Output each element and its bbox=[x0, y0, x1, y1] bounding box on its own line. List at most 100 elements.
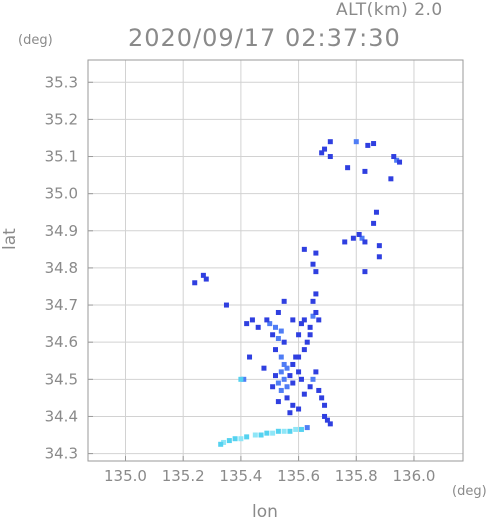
echo-point bbox=[281, 339, 287, 345]
echo-point bbox=[307, 324, 313, 330]
echo-point bbox=[273, 324, 278, 330]
echo-point bbox=[258, 432, 264, 438]
y-tick-label: 34.3 bbox=[45, 445, 78, 463]
echo-point bbox=[397, 159, 403, 165]
echo-point bbox=[232, 436, 238, 442]
echo-point bbox=[316, 387, 322, 393]
x-tick-label: 135.2 bbox=[162, 467, 205, 485]
echo-point bbox=[273, 373, 278, 379]
echo-point bbox=[327, 421, 333, 427]
echo-point bbox=[310, 298, 316, 304]
echo-point bbox=[255, 324, 261, 330]
y-tick-label: 34.4 bbox=[45, 407, 78, 425]
echo-point bbox=[293, 354, 299, 360]
echo-point bbox=[359, 235, 365, 241]
echo-point bbox=[371, 220, 377, 226]
echo-point bbox=[362, 239, 368, 245]
echo-point bbox=[313, 250, 319, 256]
echo-point bbox=[244, 434, 250, 440]
echo-point bbox=[273, 347, 278, 353]
echo-point bbox=[293, 426, 299, 432]
echo-point bbox=[365, 142, 371, 148]
echo-point bbox=[264, 430, 270, 436]
x-tick-labels: 135.0 135.2 135.4 135.6 135.8 136.0 bbox=[104, 467, 435, 485]
echo-point bbox=[310, 261, 316, 267]
echo-point bbox=[278, 387, 284, 393]
echo-point bbox=[284, 395, 290, 401]
echo-point bbox=[281, 298, 287, 304]
echo-point bbox=[275, 428, 281, 434]
echo-point bbox=[301, 246, 307, 252]
y-tick-label: 34.5 bbox=[45, 370, 78, 388]
grid-lines bbox=[88, 60, 463, 461]
y-tick-label: 34.7 bbox=[45, 296, 78, 314]
echo-point bbox=[290, 402, 296, 408]
echo-point bbox=[296, 354, 302, 360]
plot-frame bbox=[87, 59, 464, 462]
echo-point bbox=[373, 209, 379, 215]
echo-point bbox=[267, 321, 273, 327]
echo-point bbox=[371, 141, 377, 147]
tick-marks bbox=[88, 81, 415, 461]
echo-point bbox=[226, 438, 232, 444]
y-tick-label: 35.3 bbox=[45, 73, 78, 91]
echo-point bbox=[356, 232, 362, 238]
echo-point bbox=[350, 235, 356, 241]
echo-point bbox=[244, 321, 250, 327]
echo-point bbox=[322, 146, 328, 152]
echo-point bbox=[290, 361, 296, 367]
echo-point bbox=[319, 395, 325, 401]
echo-point bbox=[304, 339, 310, 345]
echo-point bbox=[313, 269, 319, 275]
echo-point bbox=[313, 369, 319, 375]
echo-point bbox=[310, 313, 316, 319]
x-tick-label: 135.6 bbox=[277, 467, 320, 485]
echo-point bbox=[287, 428, 293, 434]
x-tick-label: 135.4 bbox=[219, 467, 262, 485]
echo-point bbox=[203, 276, 209, 282]
echo-point bbox=[249, 317, 255, 323]
echo-point bbox=[247, 354, 253, 360]
echo-point bbox=[301, 347, 307, 353]
echo-point bbox=[290, 380, 296, 386]
echo-point bbox=[301, 317, 307, 323]
echo-point bbox=[296, 332, 302, 338]
echo-point bbox=[296, 369, 302, 375]
echo-point bbox=[284, 365, 290, 371]
echo-point bbox=[362, 168, 368, 174]
x-axis-label: lon bbox=[252, 502, 278, 522]
y-tick-labels: 34.3 34.4 34.5 34.6 34.7 34.8 34.9 35.0 35.1 35.2… bbox=[45, 73, 78, 462]
x-tick-label: 135.0 bbox=[104, 467, 147, 485]
y-tick-label: 35.1 bbox=[45, 148, 78, 166]
echo-point bbox=[284, 384, 290, 390]
echo-point bbox=[298, 376, 304, 382]
echo-point bbox=[270, 384, 276, 390]
echo-point bbox=[278, 328, 284, 334]
echo-point bbox=[327, 154, 333, 160]
y-tick-label: 35.2 bbox=[45, 110, 78, 128]
echo-point bbox=[281, 376, 287, 382]
echo-point bbox=[322, 413, 328, 419]
echo-point bbox=[307, 384, 313, 390]
echo-point bbox=[301, 391, 307, 397]
echo-point bbox=[353, 139, 359, 145]
echo-point bbox=[281, 428, 287, 434]
echo-point bbox=[313, 291, 319, 297]
echo-point bbox=[324, 417, 330, 423]
echo-point bbox=[275, 309, 281, 315]
echo-point bbox=[238, 376, 244, 382]
echo-point bbox=[319, 150, 325, 156]
y-tick-label: 35.0 bbox=[45, 185, 78, 203]
echo-point bbox=[345, 165, 351, 171]
echo-point bbox=[296, 406, 302, 412]
echo-points bbox=[192, 139, 403, 447]
y-axis-unit: (deg) bbox=[18, 33, 53, 48]
echo-point bbox=[261, 365, 267, 371]
echo-point bbox=[270, 332, 276, 338]
echo-point bbox=[362, 269, 368, 275]
echo-point bbox=[218, 441, 224, 447]
echo-point bbox=[394, 157, 400, 163]
x-axis-unit: (deg) bbox=[452, 484, 487, 499]
echo-point bbox=[316, 317, 322, 323]
